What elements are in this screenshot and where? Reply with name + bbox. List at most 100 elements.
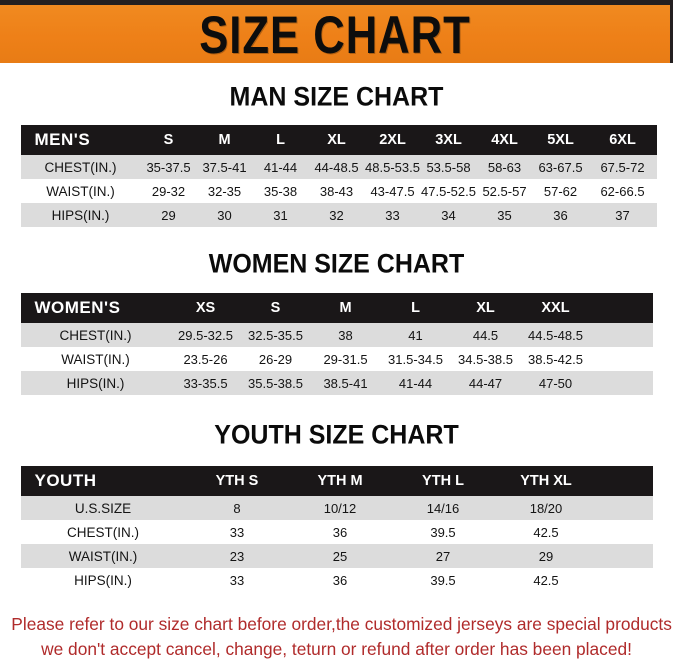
man-cell-2-4: 33 xyxy=(385,207,400,223)
women-row-header-label: WOMEN'S xyxy=(34,298,121,317)
table-row: HIPS(IN.) 33-35.5 35.5-38.5 38.5-41 41-4… xyxy=(20,371,653,395)
man-col-6: 4XL xyxy=(491,132,518,148)
man-row-label-1: WAIST(IN.) xyxy=(46,183,115,199)
top-dark-strip xyxy=(0,0,673,5)
man-cell-0-1: 37.5-41 xyxy=(202,159,247,175)
youth-cell-3-0: 33 xyxy=(229,572,245,588)
man-row-label-2: HIPS(IN.) xyxy=(51,207,110,223)
man-cell-0-3: 44-48.5 xyxy=(314,159,359,175)
man-cell-2-1: 30 xyxy=(217,207,232,223)
youth-row-label-3: HIPS(IN.) xyxy=(74,572,132,588)
women-chart-wrap: WOMEN'S XS S M L XL XXL CHEST(IN.) 29.5-… xyxy=(20,293,653,395)
man-cell-1-2: 35-38 xyxy=(263,183,298,199)
youth-cell-0-0: 8 xyxy=(233,500,241,516)
women-cell-0-pad xyxy=(591,323,653,347)
youth-cell-3-2: 39.5 xyxy=(430,572,456,588)
man-cell-0-8: 67.5-72 xyxy=(600,159,645,175)
man-cell-0-0: 35-37.5 xyxy=(146,159,191,175)
footer-line-2: we don't accept cancel, change, teturn o… xyxy=(41,638,632,659)
table-row: WAIST(IN.) 29-32 32-35 35-38 38-43 43-47… xyxy=(20,179,657,203)
youth-cell-2-pad xyxy=(598,544,653,568)
man-row-header-label: MEN'S xyxy=(34,130,91,149)
man-row-label-0: CHEST(IN.) xyxy=(44,159,117,175)
man-table-header-row: MEN'S S M L XL 2XL 3XL 4XL 5XL 6XL xyxy=(20,125,657,155)
women-table-header-row: WOMEN'S XS S M L XL XXL xyxy=(20,293,653,323)
women-row-label-1: WAIST(IN.) xyxy=(61,351,130,367)
women-col-4: XL xyxy=(476,300,495,316)
youth-section-title: YOUTH SIZE CHART xyxy=(214,419,459,451)
youth-cell-0-2: 14/16 xyxy=(426,500,460,516)
table-row: HIPS(IN.) 33 36 39.5 42.5 xyxy=(20,568,653,592)
women-cell-1-0: 23.5-26 xyxy=(183,351,228,367)
man-col-2: L xyxy=(276,132,285,148)
man-cell-0-4: 48.5-53.5 xyxy=(365,159,420,175)
youth-row-label-2: WAIST(IN.) xyxy=(68,548,138,564)
table-row: CHEST(IN.) 29.5-32.5 32.5-35.5 38 41 44.… xyxy=(20,323,653,347)
women-col-0: XS xyxy=(195,300,216,316)
women-row-label-2: HIPS(IN.) xyxy=(66,375,125,391)
man-cell-0-6: 58-63 xyxy=(487,159,522,175)
man-cell-0-2: 41-44 xyxy=(263,159,298,175)
man-cell-2-0: 29 xyxy=(161,207,176,223)
women-cell-1-2: 29-31.5 xyxy=(323,351,368,367)
page-title: SIZE CHART xyxy=(199,3,471,65)
women-cell-0-1: 32.5-35.5 xyxy=(248,327,303,343)
man-col-7: 5XL xyxy=(547,132,574,148)
man-col-3: XL xyxy=(327,132,346,148)
man-cell-1-0: 29-32 xyxy=(151,183,186,199)
man-cell-2-2: 31 xyxy=(273,207,288,223)
women-col-pad xyxy=(591,293,653,323)
women-cell-2-5: 47-50 xyxy=(538,375,573,391)
youth-cell-3-1: 36 xyxy=(332,572,348,588)
man-col-5: 3XL xyxy=(435,132,462,148)
women-cell-0-5: 44.5-48.5 xyxy=(528,327,583,343)
man-section-title: MAN SIZE CHART xyxy=(229,81,444,113)
women-cell-2-1: 35.5-38.5 xyxy=(248,375,303,391)
man-col-0: S xyxy=(163,132,174,148)
women-cell-1-3: 31.5-34.5 xyxy=(388,351,443,367)
women-col-2: M xyxy=(339,300,352,316)
youth-col-3: YTH XL xyxy=(520,473,572,489)
man-cell-2-8: 37 xyxy=(615,207,630,223)
table-row: HIPS(IN.) 29 30 31 32 33 34 35 36 37 xyxy=(20,203,657,227)
women-cell-2-4: 44-47 xyxy=(468,375,503,391)
women-section-title: WOMEN SIZE CHART xyxy=(208,248,465,280)
man-cell-1-7: 57-62 xyxy=(543,183,578,199)
youth-col-pad xyxy=(598,466,653,496)
man-cell-1-6: 52.5-57 xyxy=(482,183,527,199)
table-row: CHEST(IN.) 35-37.5 37.5-41 41-44 44-48.5… xyxy=(20,155,657,179)
women-col-1: S xyxy=(270,300,281,316)
man-cell-1-4: 43-47.5 xyxy=(370,183,415,199)
man-cell-2-6: 35 xyxy=(497,207,512,223)
man-cell-2-3: 32 xyxy=(329,207,344,223)
man-cell-1-8: 62-66.5 xyxy=(600,183,645,199)
man-col-8: 6XL xyxy=(609,132,636,148)
youth-cell-1-3: 42.5 xyxy=(533,524,559,540)
size-chart-banner: SIZE CHART xyxy=(0,5,673,63)
man-chart-wrap: MEN'S S M L XL 2XL 3XL 4XL 5XL 6XL CHEST… xyxy=(20,125,657,227)
women-cell-0-0: 29.5-32.5 xyxy=(178,327,233,343)
youth-cell-2-1: 25 xyxy=(332,548,348,564)
youth-cell-1-pad xyxy=(598,520,653,544)
women-cell-1-pad xyxy=(591,347,653,371)
man-col-4: 2XL xyxy=(379,132,406,148)
women-cell-2-0: 33-35.5 xyxy=(183,375,228,391)
footer-line-1: Please refer to our size chart before or… xyxy=(11,614,673,634)
youth-cell-2-3: 29 xyxy=(538,548,554,564)
man-cell-0-5: 53.5-58 xyxy=(426,159,471,175)
man-cell-2-5: 34 xyxy=(441,207,456,223)
women-cell-1-1: 26-29 xyxy=(258,351,293,367)
women-cell-0-2: 38 xyxy=(338,327,353,343)
youth-cell-0-1: 10/12 xyxy=(323,500,357,516)
youth-cell-1-2: 39.5 xyxy=(430,524,456,540)
table-row: WAIST(IN.) 23 25 27 29 xyxy=(20,544,653,568)
youth-col-0: YTH S xyxy=(215,473,259,489)
women-cell-2-pad xyxy=(591,371,653,395)
youth-cell-3-3: 42.5 xyxy=(533,572,559,588)
man-cell-1-1: 32-35 xyxy=(207,183,242,199)
youth-size-table: YOUTH YTH S YTH M YTH L YTH XL U.S.SIZE … xyxy=(20,466,653,592)
women-col-3: L xyxy=(411,300,420,316)
women-cell-0-4: 44.5 xyxy=(472,327,499,343)
youth-cell-1-0: 33 xyxy=(229,524,245,540)
table-row: WAIST(IN.) 23.5-26 26-29 29-31.5 31.5-34… xyxy=(20,347,653,371)
